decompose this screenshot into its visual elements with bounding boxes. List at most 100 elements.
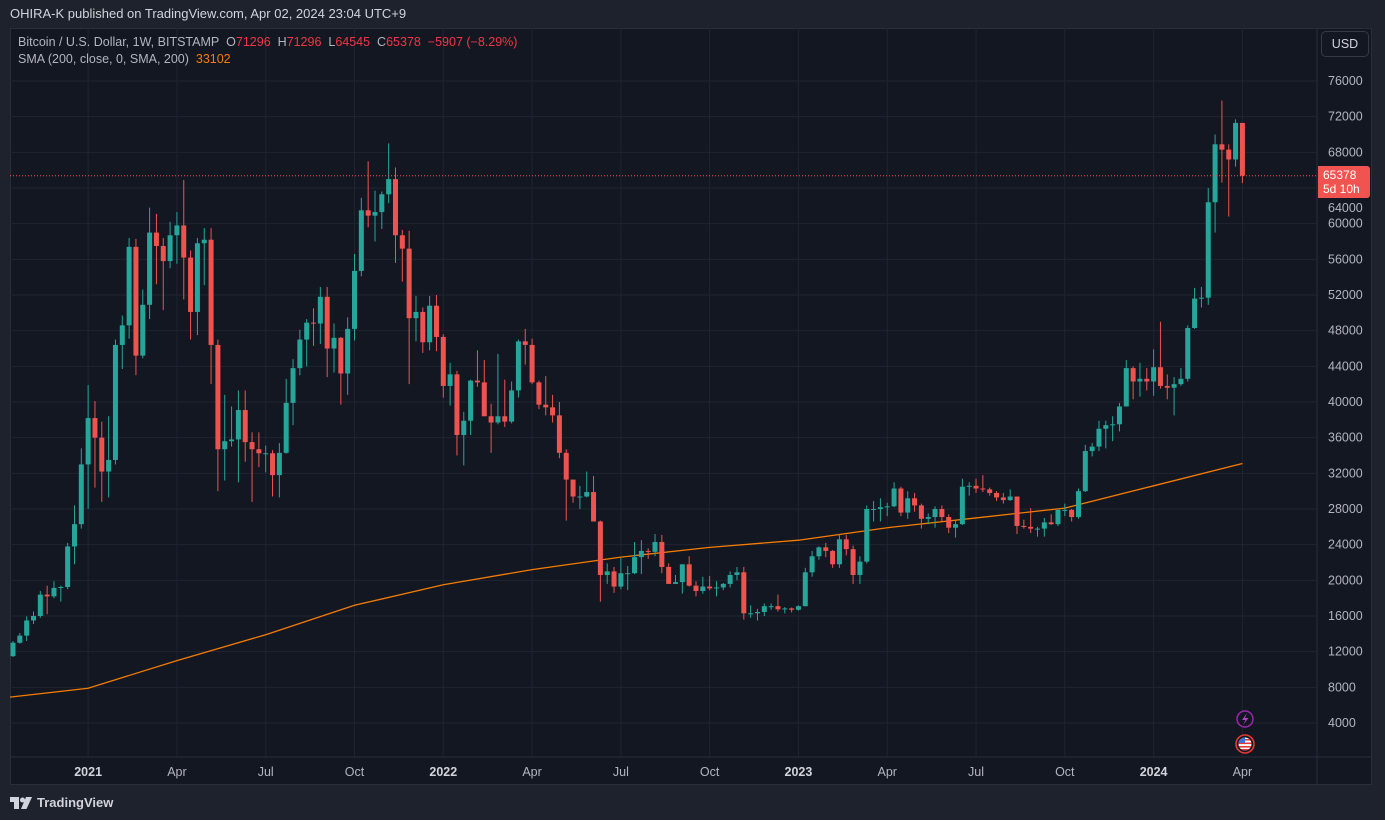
candle[interactable]: [1048, 514, 1054, 526]
candle[interactable]: [877, 498, 883, 522]
candle[interactable]: [420, 307, 426, 353]
candle[interactable]: [406, 230, 412, 385]
candle[interactable]: [536, 380, 542, 410]
candle[interactable]: [481, 360, 487, 417]
candle[interactable]: [604, 563, 610, 584]
candle[interactable]: [392, 167, 398, 263]
candle[interactable]: [1178, 368, 1184, 386]
lightning-event-icon[interactable]: [1236, 710, 1254, 728]
candle[interactable]: [1055, 509, 1061, 526]
candle[interactable]: [775, 594, 781, 612]
candle[interactable]: [71, 505, 77, 565]
candle[interactable]: [1028, 508, 1034, 534]
candle[interactable]: [85, 385, 91, 509]
candle[interactable]: [1000, 492, 1006, 504]
candle[interactable]: [522, 328, 528, 365]
candle[interactable]: [51, 581, 57, 599]
candle[interactable]: [433, 295, 439, 352]
candle[interactable]: [994, 491, 1000, 501]
candle[interactable]: [754, 608, 760, 621]
candle[interactable]: [1089, 443, 1095, 457]
candle[interactable]: [126, 237, 132, 339]
candle[interactable]: [625, 566, 631, 591]
candle[interactable]: [112, 339, 118, 465]
candle[interactable]: [905, 491, 911, 519]
candle[interactable]: [1014, 496, 1020, 534]
candle[interactable]: [1007, 489, 1013, 501]
candle[interactable]: [229, 406, 235, 447]
candle[interactable]: [1041, 517, 1047, 537]
candle[interactable]: [188, 250, 194, 340]
candle[interactable]: [830, 550, 836, 568]
candle[interactable]: [823, 542, 829, 558]
candle[interactable]: [256, 432, 262, 468]
candle[interactable]: [345, 317, 351, 395]
candle[interactable]: [1219, 100, 1225, 183]
candle[interactable]: [427, 295, 433, 351]
candle[interactable]: [1144, 368, 1150, 391]
candle[interactable]: [632, 541, 638, 575]
candle[interactable]: [133, 238, 139, 376]
candle[interactable]: [707, 575, 713, 591]
candle[interactable]: [666, 563, 672, 584]
candle[interactable]: [92, 401, 98, 488]
candle[interactable]: [734, 566, 740, 581]
price-axis[interactable]: 4000 8000 12000 16000 20000 24000 28000 32000 36…: [1328, 74, 1363, 730]
candle[interactable]: [987, 487, 993, 496]
candle[interactable]: [1103, 420, 1109, 449]
candle[interactable]: [543, 376, 549, 416]
candle[interactable]: [768, 603, 774, 610]
candle[interactable]: [290, 359, 296, 426]
candle[interactable]: [966, 482, 972, 496]
candle[interactable]: [918, 503, 924, 529]
candle[interactable]: [884, 502, 890, 517]
candle[interactable]: [201, 228, 207, 286]
candle[interactable]: [871, 500, 877, 522]
candle[interactable]: [1239, 122, 1245, 184]
candle[interactable]: [912, 492, 918, 512]
candle[interactable]: [789, 607, 795, 613]
candle[interactable]: [174, 212, 180, 264]
candle[interactable]: [208, 228, 214, 385]
candle[interactable]: [946, 514, 952, 534]
candle[interactable]: [816, 546, 822, 560]
candle[interactable]: [1137, 362, 1143, 397]
sma-legend[interactable]: SMA (200, close, 0, SMA, 200) 33102: [18, 52, 231, 66]
candle[interactable]: [843, 534, 849, 556]
candle[interactable]: [413, 295, 419, 342]
candle[interactable]: [194, 237, 200, 336]
candle[interactable]: [577, 485, 583, 509]
candle[interactable]: [529, 338, 535, 385]
time-axis[interactable]: 2021 Apr Jul Oct 2022 Apr Jul Oct 2023 Apr Jul Oct 2…: [74, 765, 1252, 779]
candle[interactable]: [980, 475, 986, 493]
candle[interactable]: [1082, 444, 1088, 493]
candle[interactable]: [584, 471, 590, 498]
candle[interactable]: [509, 381, 515, 424]
candle[interactable]: [618, 558, 624, 590]
candle[interactable]: [1233, 119, 1239, 167]
candle[interactable]: [973, 478, 979, 493]
candle[interactable]: [1096, 420, 1102, 452]
candle[interactable]: [502, 379, 508, 427]
candle[interactable]: [365, 161, 371, 228]
candle[interactable]: [1069, 509, 1075, 522]
candle[interactable]: [1212, 134, 1218, 233]
candle[interactable]: [44, 585, 50, 615]
candle[interactable]: [249, 432, 255, 502]
candle[interactable]: [242, 390, 248, 462]
candle[interactable]: [263, 445, 269, 473]
candle[interactable]: [782, 607, 788, 614]
candle[interactable]: [693, 581, 699, 597]
candle[interactable]: [720, 583, 726, 591]
candle[interactable]: [1116, 402, 1122, 432]
candle[interactable]: [106, 416, 112, 498]
candle[interactable]: [311, 308, 317, 346]
candle[interactable]: [652, 533, 658, 557]
candle[interactable]: [276, 443, 282, 498]
candle[interactable]: [468, 379, 474, 435]
candle[interactable]: [338, 336, 344, 405]
us-flag-event-icon[interactable]: [1235, 734, 1255, 754]
candle[interactable]: [1021, 519, 1027, 529]
candle[interactable]: [1198, 286, 1204, 308]
candle[interactable]: [1164, 374, 1170, 400]
